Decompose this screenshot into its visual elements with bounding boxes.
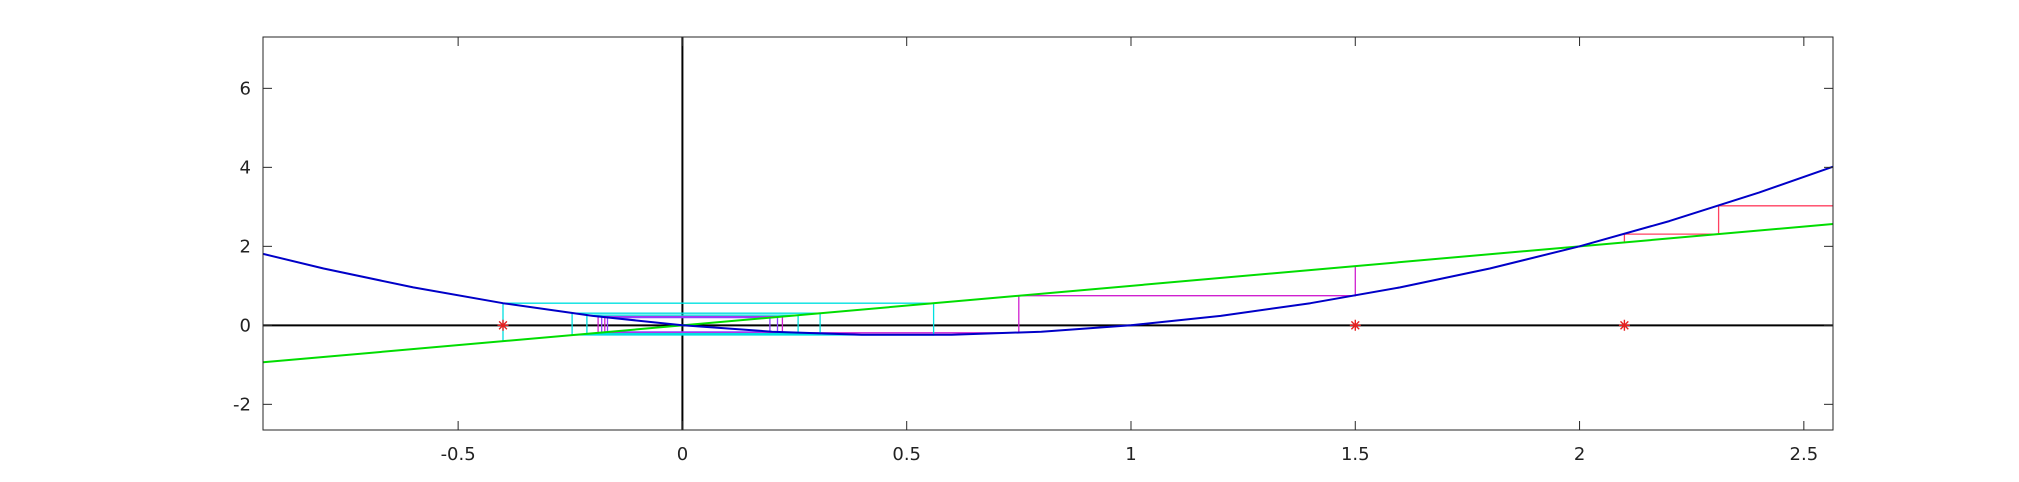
- series-curve: [263, 165, 1833, 336]
- y-tick-label: 6: [240, 78, 251, 99]
- x-tick-label: 1: [1125, 444, 1136, 465]
- y-tick-label: 2: [240, 236, 251, 257]
- y-tick-label: 4: [240, 157, 251, 178]
- x-tick-label: 1.5: [1341, 444, 1370, 465]
- marker-point: [1618, 319, 1630, 331]
- marker-point: [497, 319, 509, 331]
- y-tick-label: 0: [240, 315, 251, 336]
- x-tick-label: -0.5: [441, 444, 476, 465]
- x-tick-label: 0.5: [892, 444, 921, 465]
- x-tick-label: 0: [677, 444, 688, 465]
- cobweb-path-3: [502, 302, 935, 342]
- x-tick-label: 2: [1574, 444, 1585, 465]
- plot-background: [263, 37, 1833, 430]
- cobweb-path-4: [601, 316, 779, 333]
- y-tick-label: -2: [233, 394, 251, 415]
- plot-frame: [262, 36, 1834, 431]
- x-tick-label: 2.5: [1790, 444, 1819, 465]
- series-line: [263, 223, 1833, 364]
- marker-point: [1349, 319, 1361, 331]
